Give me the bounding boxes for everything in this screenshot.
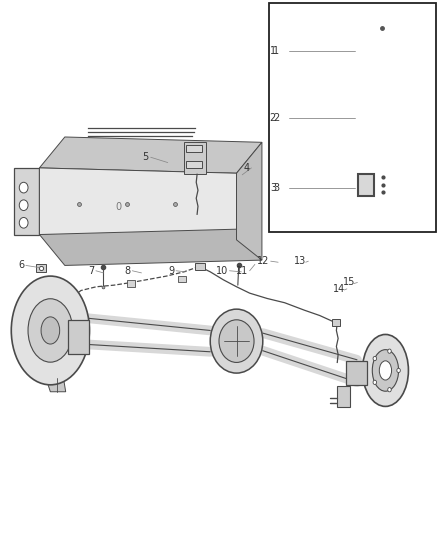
Bar <box>337 386 350 407</box>
Bar <box>358 174 374 196</box>
Bar <box>346 361 367 385</box>
Bar <box>127 280 135 287</box>
Text: 14: 14 <box>333 284 345 294</box>
Circle shape <box>19 217 28 228</box>
Circle shape <box>373 380 377 384</box>
Text: 11: 11 <box>236 266 248 276</box>
Ellipse shape <box>379 361 392 380</box>
Text: 5: 5 <box>143 152 149 162</box>
Text: 13: 13 <box>294 256 307 266</box>
Text: 3: 3 <box>273 183 279 192</box>
Ellipse shape <box>362 335 408 406</box>
Bar <box>178 276 186 282</box>
Text: 9: 9 <box>168 266 174 276</box>
Text: 2: 2 <box>270 114 276 123</box>
Bar <box>14 168 39 235</box>
Text: 0: 0 <box>115 202 121 212</box>
Ellipse shape <box>11 276 89 385</box>
Text: 2: 2 <box>273 114 279 123</box>
Bar <box>186 161 202 168</box>
Polygon shape <box>237 142 262 260</box>
Text: 4: 4 <box>244 163 250 173</box>
Text: 8: 8 <box>124 266 131 276</box>
Bar <box>195 263 205 270</box>
Text: 1: 1 <box>270 46 276 55</box>
Circle shape <box>397 368 400 373</box>
Text: 6: 6 <box>18 261 24 270</box>
Ellipse shape <box>210 309 263 373</box>
Circle shape <box>388 349 391 353</box>
Circle shape <box>388 387 391 392</box>
Ellipse shape <box>28 298 73 362</box>
Ellipse shape <box>41 317 60 344</box>
Text: 1: 1 <box>273 46 279 55</box>
Bar <box>68 320 89 354</box>
Polygon shape <box>39 229 262 265</box>
Text: 15: 15 <box>343 278 356 287</box>
Bar <box>186 145 202 152</box>
Text: 7: 7 <box>88 266 94 276</box>
Text: 12: 12 <box>257 256 269 266</box>
Polygon shape <box>46 378 66 392</box>
Bar <box>36 264 46 272</box>
Bar <box>269 3 436 232</box>
Text: 3: 3 <box>270 183 276 192</box>
Circle shape <box>19 182 28 193</box>
Text: 10: 10 <box>215 266 228 276</box>
Ellipse shape <box>372 350 399 391</box>
Polygon shape <box>39 137 262 173</box>
Circle shape <box>19 200 28 211</box>
Bar <box>332 319 340 326</box>
Circle shape <box>373 357 377 361</box>
Ellipse shape <box>219 320 254 362</box>
Polygon shape <box>39 168 237 240</box>
Polygon shape <box>184 142 206 174</box>
